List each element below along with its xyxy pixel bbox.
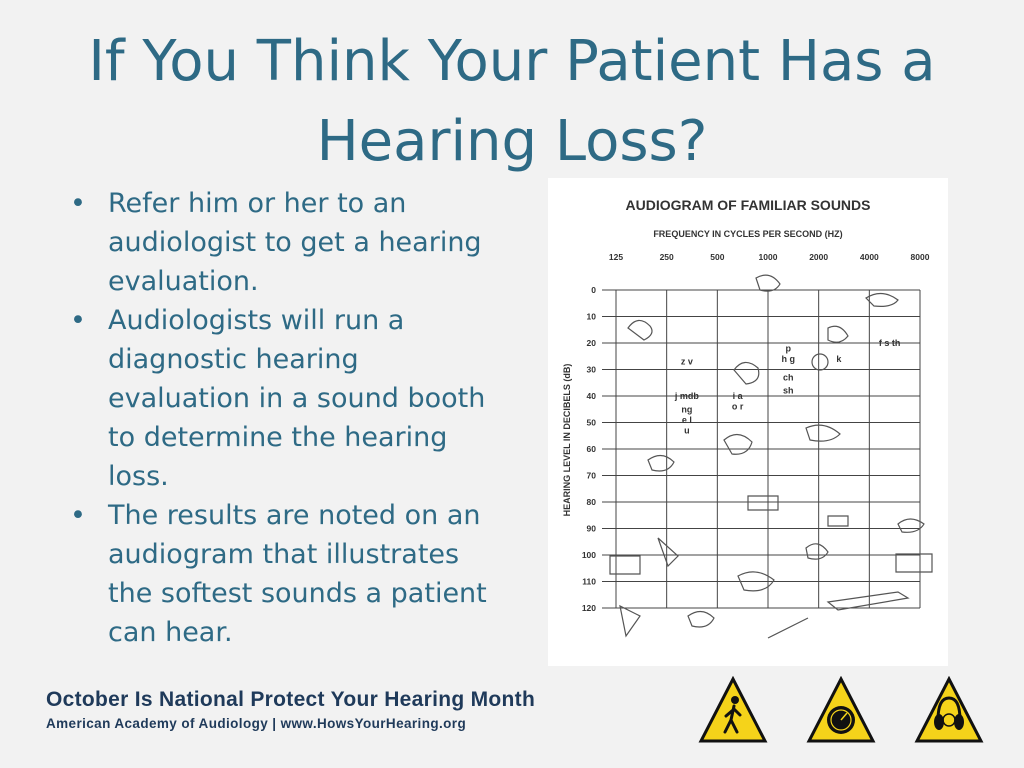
- level-tick-label: 0: [591, 285, 596, 295]
- level-tick-label: 80: [587, 497, 597, 507]
- baby-icon: [723, 433, 753, 455]
- sound-illustrations: [609, 274, 933, 639]
- slide-title: If You Think Your Patient Has a Hearing …: [88, 29, 936, 174]
- child-face-icon: [733, 361, 760, 385]
- volume-meter-icon: [806, 676, 876, 743]
- ear-muffs-icon: [914, 676, 984, 743]
- frequency-tick-label: 125: [609, 252, 623, 262]
- bullet-text: Audiologists will run a diagnostic heari…: [108, 305, 486, 492]
- level-tick-label: 120: [582, 603, 596, 613]
- speech-sound-label: z v: [681, 357, 693, 367]
- bullet-dot: •: [70, 188, 86, 219]
- piano-icon: [747, 495, 779, 511]
- level-tick-label: 40: [587, 391, 597, 401]
- blender-icon: [805, 543, 829, 560]
- speech-sound-label: u: [684, 425, 690, 435]
- audiogram-image: AUDIOGRAM OF FAMILIAR SOUNDS FREQUENCY I…: [548, 178, 948, 666]
- frequency-tick-label: 500: [710, 252, 724, 262]
- speech-sound-label: ch: [783, 372, 794, 382]
- speech-sound-label: e l: [682, 415, 692, 425]
- audiogram-x-label: FREQUENCY IN CYCLES PER SECOND (HZ): [653, 229, 842, 239]
- speech-sound-label: ng: [681, 404, 692, 414]
- jackhammer-icon: [767, 617, 809, 639]
- lawnmower-icon: [657, 537, 679, 568]
- speech-sound-label: f s th: [879, 338, 901, 348]
- frequency-tick-label: 4000: [860, 252, 879, 262]
- level-tick-label: 20: [587, 338, 597, 348]
- phone-ring-icon: [805, 424, 841, 442]
- level-tick-label: 60: [587, 444, 597, 454]
- airplane-icon: [826, 591, 910, 611]
- bullet-dot: •: [70, 500, 86, 531]
- level-tick-label: 70: [587, 471, 597, 481]
- audiogram-title: AUDIOGRAM OF FAMILIAR SOUNDS: [626, 197, 871, 213]
- bullet-item: • Audiologists will run a diagnostic hear…: [68, 301, 508, 496]
- bullet-dot: •: [70, 305, 86, 336]
- frequency-tick-label: 8000: [911, 252, 930, 262]
- footer-title: October Is National Protect Your Hearing…: [46, 688, 536, 711]
- level-tick-label: 90: [587, 524, 597, 534]
- level-tick-label: 100: [582, 550, 596, 560]
- bullet-item: • Refer him or her to an audiologist to g…: [68, 184, 508, 301]
- birds-icon: [865, 292, 899, 307]
- chainsaw-icon: [619, 604, 641, 638]
- train-icon: [895, 553, 933, 573]
- audiogram-sounds: z v j mdb nge lu ph g ch sh i ao r k f s th: [674, 338, 900, 435]
- level-tick-label: 50: [587, 418, 597, 428]
- speech-sound-label: k: [836, 354, 842, 364]
- audiogram-grid: 125 250 500 1000 2000 4000 8000 0 10 20 30 40 50 60 70…: [582, 252, 930, 613]
- speech-sound-label: o r: [732, 402, 744, 412]
- frequency-tick-label: 250: [660, 252, 674, 262]
- speech-sound-label: sh: [783, 386, 794, 396]
- audiogram-y-label: HEARING LEVEL IN DECIBELS (dB): [562, 364, 572, 517]
- pedestrian-icon: [698, 676, 768, 743]
- frequency-tick-label: 1000: [759, 252, 778, 262]
- speech-sound-label: i a: [733, 391, 744, 401]
- band-icon: [737, 571, 775, 592]
- whisper-icon: [827, 325, 849, 343]
- dog-barking-icon: [647, 454, 675, 472]
- speech-sound-label: p: [786, 343, 792, 353]
- dripping-faucet-icon: [627, 319, 653, 341]
- level-tick-label: 30: [587, 365, 597, 375]
- frequency-tick-label: 2000: [809, 252, 828, 262]
- speech-sound-label: j mdb: [674, 391, 700, 401]
- level-tick-label: 10: [587, 312, 597, 322]
- audiogram-chart: AUDIOGRAM OF FAMILIAR SOUNDS FREQUENCY I…: [562, 197, 933, 639]
- bullet-item: • The results are noted on an audiogram t…: [68, 496, 508, 652]
- level-tick-label: 110: [582, 577, 596, 587]
- helicopter-icon: [687, 610, 715, 628]
- bullet-list: • Refer him or her to an audiologist to g…: [68, 184, 508, 652]
- truck-icon: [609, 555, 641, 575]
- leaves-icon: [755, 274, 781, 292]
- bullet-text: Refer him or her to an audiologist to ge…: [108, 188, 482, 297]
- speech-sound-label: h g: [782, 354, 796, 364]
- motorcycle-icon: [897, 518, 925, 533]
- clock-icon: [811, 353, 829, 371]
- footer-subtitle: American Academy of Audiology | www.Hows…: [46, 716, 467, 731]
- telephone-icon: [827, 515, 849, 527]
- bullet-text: The results are noted on an audiogram th…: [108, 500, 487, 648]
